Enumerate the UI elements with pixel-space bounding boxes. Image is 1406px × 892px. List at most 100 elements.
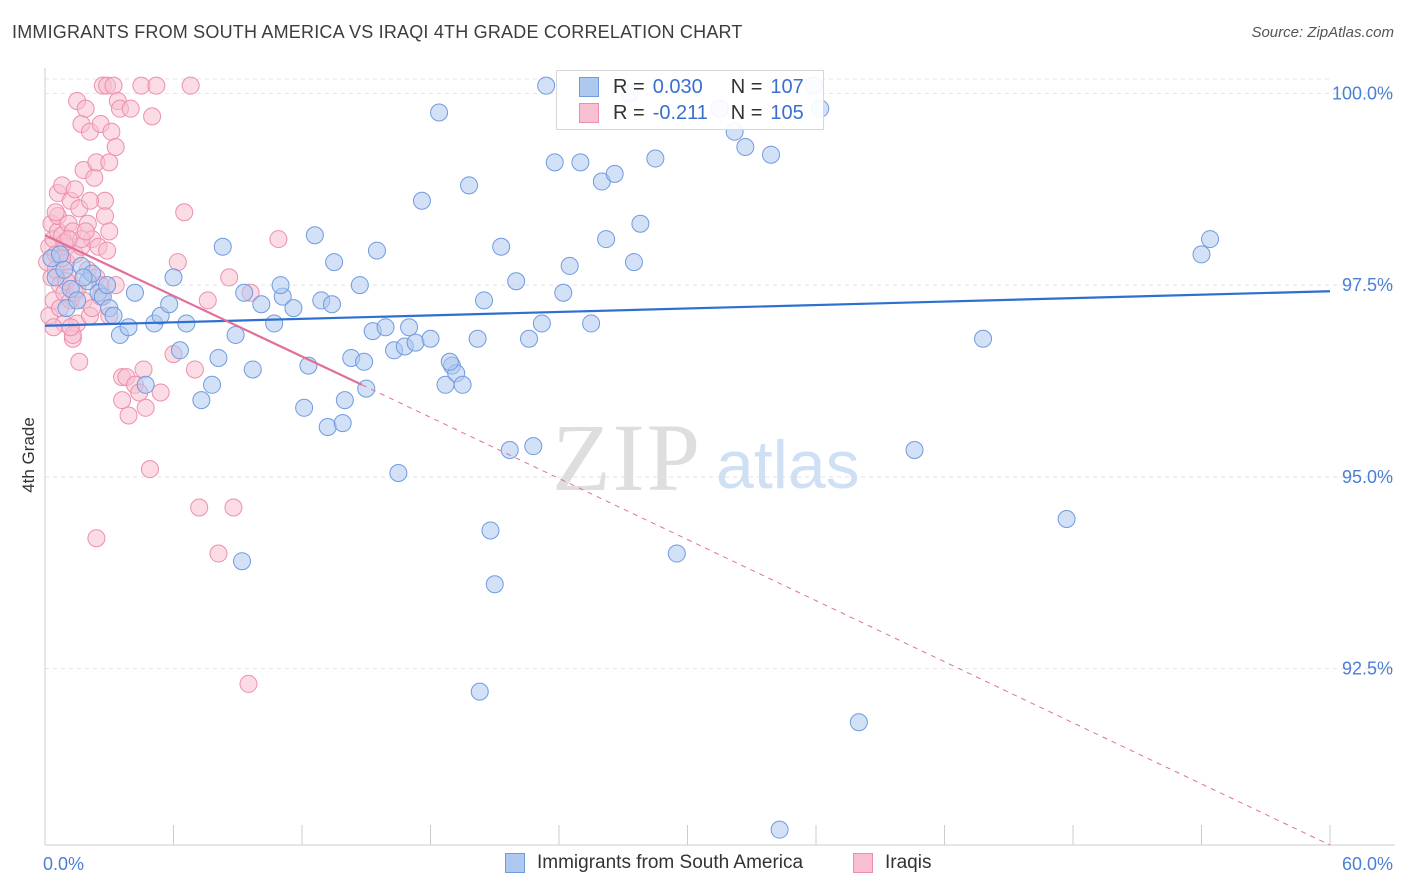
south-america-point [325,253,344,272]
legend-label: Immigrants from South America [537,852,804,873]
iraqis-points [38,76,288,693]
iraqis-point [175,203,194,222]
iraqis-point [80,191,99,210]
iraqis-point [220,268,239,287]
iraqis-point [198,291,217,310]
south-america-point [192,391,211,410]
south-america-point [322,295,341,314]
legend-n-label: N = [730,75,763,98]
iraqis-point [98,241,117,260]
south-america-point [532,314,551,333]
x-tick-label: 0.0% [43,854,84,874]
iraqis-point [134,360,153,379]
south-america-point [136,375,155,394]
iraqis-point [151,383,170,402]
south-america-point [1192,245,1211,264]
south-america-point [68,291,87,310]
south-america-point [974,329,993,348]
iraqis-point [119,406,138,425]
iraqis-point [269,230,288,249]
tick-labels: 100.0% 97.5% 95.0% 92.5% 0.0% 60.0% [43,83,1393,874]
south-america-point [481,521,500,540]
iraqis-trend-extension [361,384,1331,846]
iraqis-point [104,76,123,95]
axes [44,68,1395,846]
south-america-point [233,552,252,571]
iraqis-point [44,318,63,337]
iraqis-point [76,99,95,118]
south-america-point [265,314,284,333]
south-america-point [537,76,556,95]
south-america-point [357,379,376,398]
iraqis-point [87,529,106,548]
iraqis-point [76,222,95,241]
iraqis-point [143,107,162,126]
south-america-point [177,314,196,333]
south-america-point [597,230,616,249]
south-america-point [295,398,314,417]
south-america-point [1057,510,1076,529]
south-america-point [905,440,924,459]
south-america-point [333,414,352,433]
south-america-point [203,375,222,394]
y-tick-label: 100.0% [1332,83,1393,103]
legend-r-value: -0.211 [652,101,708,124]
south-america-point [646,149,665,168]
chart-title: IMMIGRANTS FROM SOUTH AMERICA VS IRAQI 4… [12,22,743,42]
south-america-point [475,291,494,310]
legend-item-south-america[interactable]: Immigrants from South America [505,852,803,874]
south-america-point [849,713,868,732]
south-america-point [605,164,624,183]
legend-r-label: R = [613,101,645,124]
trend-lines [44,234,1331,846]
south-america-point [500,440,519,459]
iraqis-point [168,253,187,272]
south-america-point [560,256,579,275]
south-america-point [485,575,504,594]
correlation-legend: R = 0.030 N = 107 R = -0.211 N = 105 [556,70,824,130]
iraqis-point [239,674,258,693]
south-america-point [430,103,449,122]
south-america-point [624,253,643,272]
legend-r-value: 0.030 [652,75,703,98]
south-america-point [376,318,395,337]
legend-item-iraqis[interactable]: Iraqis [853,852,931,874]
iraqis-point [100,222,119,241]
south-america-trend-line [44,290,1331,327]
south-america-point [284,299,303,318]
iraqis-point [65,180,84,199]
legend-n-label: N = [730,101,763,124]
x-tick-label: 60.0% [1342,854,1393,874]
south-america-point [226,325,245,344]
legend-label: Iraqis [885,852,932,873]
legend-r-label: R = [613,75,645,98]
iraqis-point [46,203,65,222]
south-america-point [389,464,408,483]
legend-swatch-pink [579,103,599,123]
south-america-point [470,682,489,701]
south-america-point [119,318,138,337]
y-tick-label: 92.5% [1342,659,1393,679]
iraqis-trend-line [44,234,363,386]
south-america-point [164,268,183,287]
south-america-point [50,245,69,264]
legend-row-south-america: R = 0.030 N = 107 [579,75,804,99]
y-axis-label: 4th Grade [19,417,38,493]
south-america-point [74,268,93,287]
iraqis-point [224,498,243,517]
south-america-point [55,260,74,279]
south-america-point [406,333,425,352]
south-america-point [252,295,271,314]
south-america-point [209,348,228,367]
watermark-atlas: atlas [716,427,860,503]
iraqis-point [70,352,89,371]
iraqis-point [95,207,114,226]
iraqis-point [102,122,121,141]
south-america-point [318,417,337,436]
iraqis-point [140,460,159,479]
iraqis-point [85,168,104,187]
watermark-zip: ZIP [552,404,702,511]
south-america-point [582,314,601,333]
south-america-point [305,226,324,245]
south-america-point [243,360,262,379]
